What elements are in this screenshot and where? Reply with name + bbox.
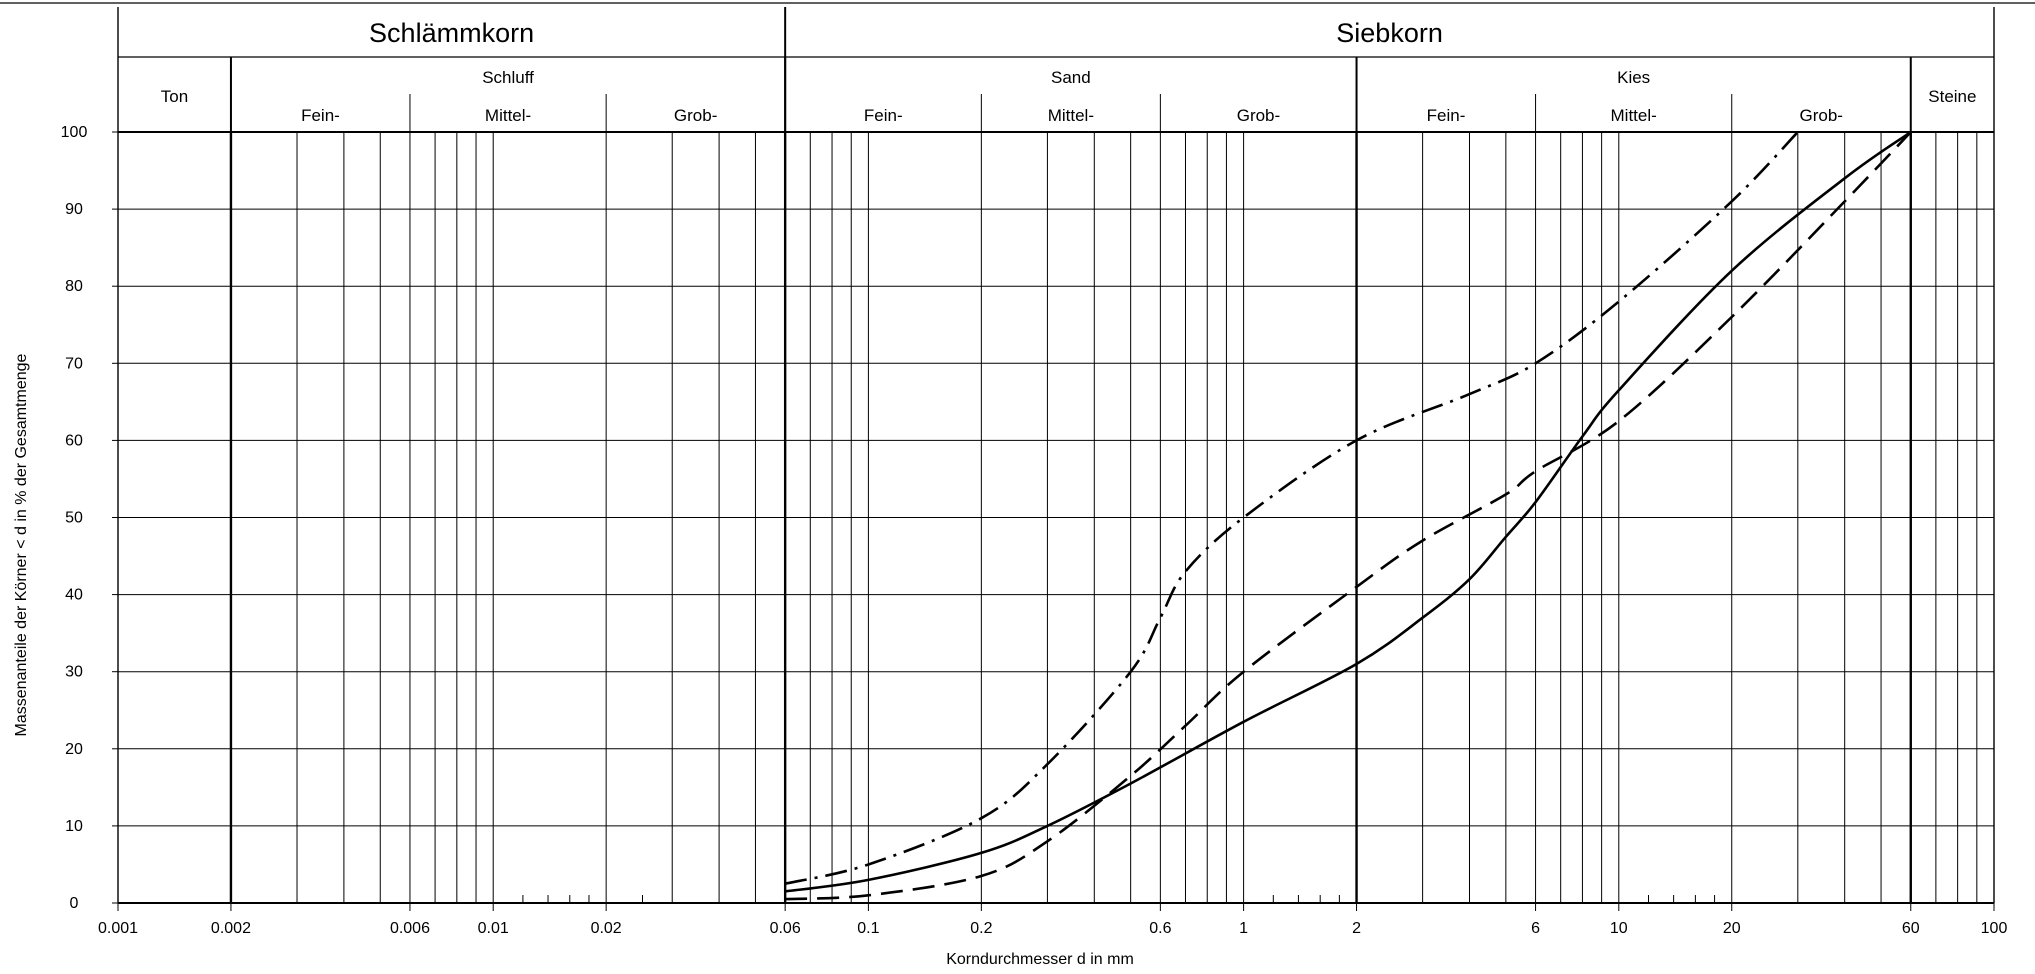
header-fraction-label: Sand	[1051, 68, 1091, 87]
x-tick-label: 10	[1610, 920, 1628, 937]
y-tick-label: 10	[65, 818, 83, 835]
x-tick-label: 0.1	[857, 920, 879, 937]
y-tick-label: 50	[65, 510, 83, 527]
y-tick-label: 90	[65, 201, 83, 218]
header-labels: Schlämmkorn Siebkorn Ton Schluff Sand Kies Ste…	[161, 18, 1977, 125]
x-tick-label: 0.02	[591, 920, 622, 937]
header-subfraction-label: Grob-	[1237, 106, 1280, 125]
series-line-dashdot	[784, 131, 1799, 885]
y-tick-label: 40	[65, 587, 83, 604]
x-tick-label: 20	[1723, 920, 1741, 937]
x-axis-ticks: 0.001 0.002 0.006 0.01 0.02 0.06 0.1 0.2 0.6 1 2 6 1…	[98, 903, 2007, 937]
x-tick-label: 100	[1981, 920, 2008, 937]
header-subfraction-label: Fein-	[864, 106, 903, 125]
x-tick-label: 0.01	[478, 920, 509, 937]
header-group-label: Schlämmkorn	[369, 18, 534, 48]
y-tick-label: 100	[61, 124, 88, 141]
x-tick-label: 0.6	[1149, 920, 1171, 937]
header-subfraction-label: Grob-	[1800, 106, 1843, 125]
x-tick-label: 0.06	[770, 920, 801, 937]
header-subfraction-label: Mittel-	[485, 106, 531, 125]
x-tick-label: 0.006	[390, 920, 430, 937]
y-tick-label: 80	[65, 278, 83, 295]
header-group-label: Siebkorn	[1336, 18, 1443, 48]
y-tick-label: 20	[65, 741, 83, 758]
y-tick-label: 30	[65, 664, 83, 681]
y-axis-title: Massenanteile der Körner < d in % der Ge…	[13, 353, 30, 736]
header-fraction-label: Schluff	[482, 68, 534, 87]
x-tick-label: 1	[1239, 920, 1248, 937]
x-tick-label: 60	[1902, 920, 1920, 937]
y-axis-ticks: 0 10 20 30 40 50 60 70 80 90 100	[61, 124, 118, 912]
header-fraction-label: Ton	[161, 87, 188, 106]
series-lines	[784, 130, 1912, 901]
x-tick-label: 0.002	[211, 920, 251, 937]
x-tick-label: 0.2	[970, 920, 992, 937]
header-fraction-label: Steine	[1928, 87, 1976, 106]
header-frame	[0, 2, 2035, 903]
header-subfraction-label: Grob-	[674, 106, 717, 125]
header-fraction-label: Kies	[1617, 68, 1650, 87]
y-tick-label: 60	[65, 432, 83, 449]
header-subfraction-label: Fein-	[1427, 106, 1466, 125]
header-subfraction-label: Mittel-	[1611, 106, 1657, 125]
header-subfraction-label: Mittel-	[1048, 106, 1094, 125]
series-line-dashed	[785, 131, 1912, 901]
y-tick-label: 70	[65, 355, 83, 372]
x-tick-label: 6	[1531, 920, 1540, 937]
y-tick-label: 0	[70, 895, 79, 912]
gridlines	[118, 131, 1994, 904]
series-line-solid	[785, 130, 1912, 893]
x-axis-title: Korndurchmesser d in mm	[946, 951, 1134, 968]
x-tick-label: 2	[1352, 920, 1361, 937]
x-tick-label: 0.001	[98, 920, 138, 937]
header-subfraction-label: Fein-	[301, 106, 340, 125]
